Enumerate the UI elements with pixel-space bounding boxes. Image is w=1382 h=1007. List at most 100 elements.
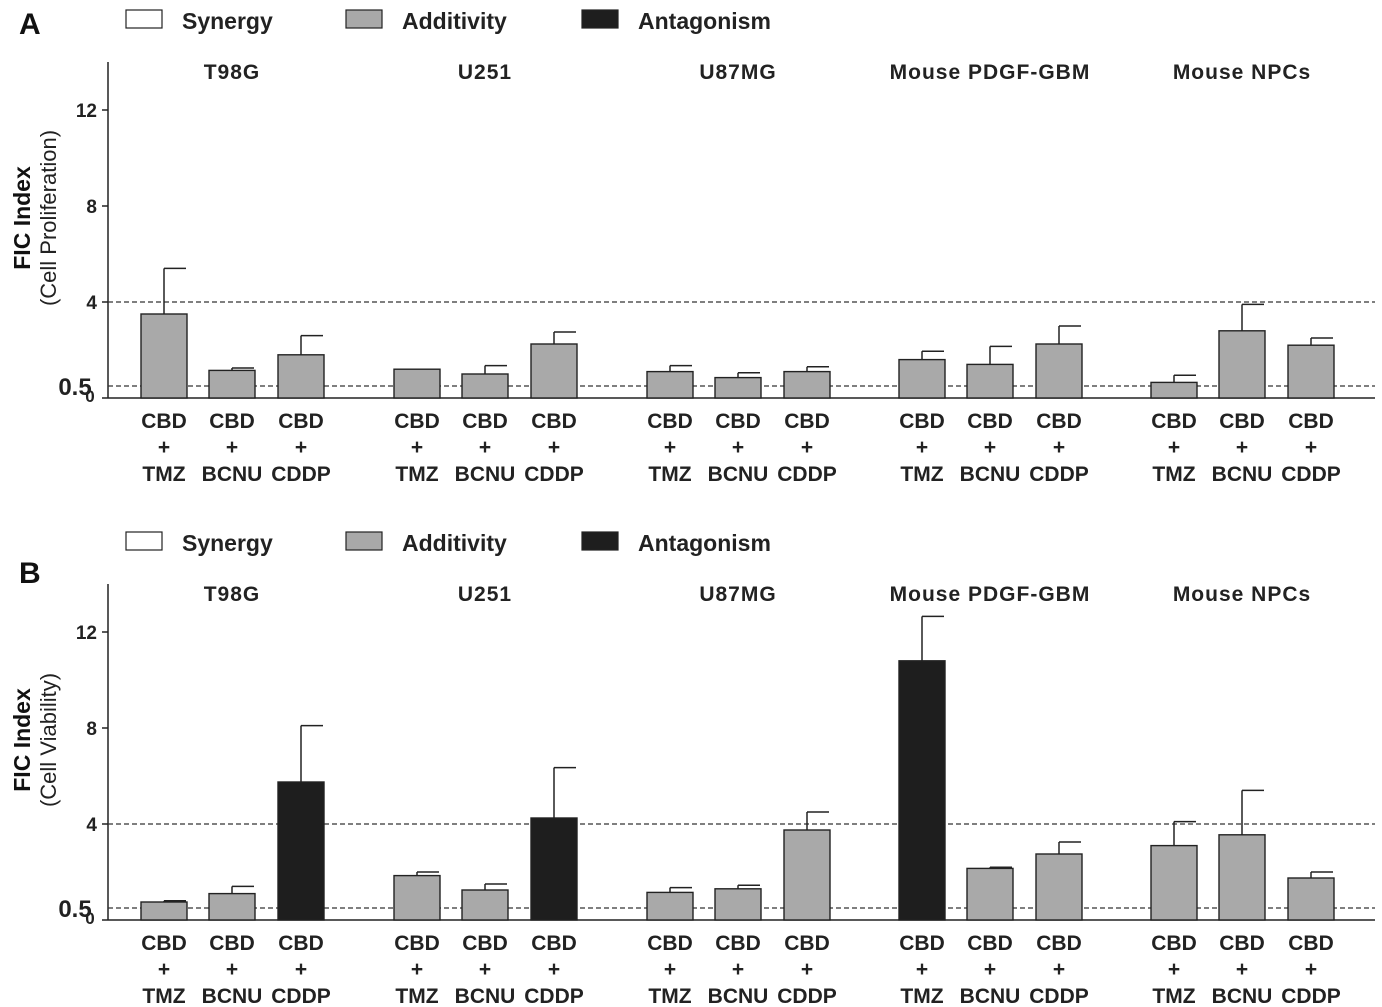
group-u251: U251 CBD + TMZ CBD + BCNU CBD + CDDP [393,61,584,486]
bar [966,363,1014,399]
bar-label: CBD [899,932,945,955]
bar [1287,344,1335,399]
legend-swatch-synergy [125,531,163,551]
bar-label: CBD [784,932,830,955]
bar [461,373,509,399]
bar-label: + [1305,436,1317,459]
bar-label: TMZ [395,985,438,1007]
bar-label: + [479,958,491,981]
bar-label: CBD [647,932,693,955]
bar-label: CBD [1151,410,1197,433]
legend-swatch-additivity [345,9,383,29]
bar-label: + [916,958,928,981]
bar-label: CBD [647,410,693,433]
bar-label: + [732,958,744,981]
legend-swatch-synergy [125,9,163,29]
bar-label: + [226,436,238,459]
y-tick-label: 8 [86,197,97,218]
bar-label: CBD [141,932,187,955]
group-t98g: T98G CBD + TMZ CBD + BCNU CBD + CDDP [140,583,331,1007]
y-tick-label: 8 [86,719,97,740]
legend-swatch-antagonism [581,9,619,29]
bar-label: CDDP [777,463,837,486]
bar-label: BCNU [202,463,263,486]
bar-label: CBD [715,410,761,433]
y-tick-label: 12 [76,623,97,644]
bar-label: TMZ [1152,463,1195,486]
group-label: T98G [204,583,261,606]
bar-label: BCNU [708,463,769,486]
bar-label: CBD [967,932,1013,955]
bar-label: CDDP [777,985,837,1007]
bar-label: TMZ [900,985,943,1007]
group-mouse-npcs: Mouse NPCs CBD + TMZ CBD + BCNU CBD + CDDP [1150,583,1341,1007]
legend-label-additivity: Additivity [402,8,507,34]
legend-label-additivity: Additivity [402,530,507,556]
bar-label: CBD [278,410,324,433]
bar-label: CDDP [1281,463,1341,486]
group-mouse-pdgf-gbm: Mouse PDGF-GBM CBD + TMZ CBD + BCNU CBD + CDDP [890,583,1090,1007]
bar-label: + [1236,436,1248,459]
legend-label-synergy: Synergy [182,530,273,556]
bar-label: + [1305,958,1317,981]
bar-label: CBD [1036,410,1082,433]
bar-label: CDDP [271,463,331,486]
bar [1150,844,1198,921]
bar-label: CBD [899,410,945,433]
legend: Synergy Additivity Antagonism [125,530,771,556]
panel-a: Synergy Additivity Antagonism A 0 4 8 12 0.5 FIC … [9,8,1375,486]
bar-label: CDDP [1029,985,1089,1007]
bar-label: CBD [715,932,761,955]
bar-label: + [295,436,307,459]
bar-label: BCNU [708,985,769,1007]
bar-label: + [158,436,170,459]
bar [783,829,831,921]
bar [1035,343,1083,399]
panel-letter: B [19,557,41,590]
bar-label: TMZ [142,985,185,1007]
bar-label: CBD [209,410,255,433]
y-tick-label: 4 [86,293,97,314]
bar-label: TMZ [900,463,943,486]
bar-label: TMZ [1152,985,1195,1007]
group-label: U251 [458,61,512,84]
panel-letter: A [19,8,41,41]
y-axis-label: FIC Index [9,688,35,792]
bar-label: BCNU [1212,463,1273,486]
reference-tick-label: 0.5 [58,374,91,401]
bar-label: + [548,436,560,459]
bar [783,370,831,399]
legend-label-synergy: Synergy [182,8,273,34]
bar-label: CBD [531,410,577,433]
y-axis-sublabel: (Cell Proliferation) [36,130,61,306]
bar [966,867,1014,921]
group-label: U251 [458,583,512,606]
bar-label: BCNU [960,463,1021,486]
bar-label: TMZ [648,985,691,1007]
bar [646,370,694,399]
bar-label: + [916,436,928,459]
bar-label: + [801,436,813,459]
bar-label: + [295,958,307,981]
legend-swatch-additivity [345,531,383,551]
bar-label: CBD [1151,932,1197,955]
bar-label: BCNU [455,985,516,1007]
group-mouse-npcs: Mouse NPCs CBD + TMZ CBD + BCNU CBD + CDDP [1150,61,1341,486]
bar [1218,330,1266,399]
bar-label: CBD [784,410,830,433]
bar-label: TMZ [142,463,185,486]
bar-label: + [479,436,491,459]
bar-label: + [732,436,744,459]
bar-label: CBD [462,932,508,955]
bar-label: + [984,958,996,981]
bar-label: TMZ [395,463,438,486]
bar-label: CBD [1219,410,1265,433]
bar-label: + [664,958,676,981]
bar [461,889,509,921]
bar-label: + [158,958,170,981]
bar [1287,877,1335,921]
group-mouse-pdgf-gbm: Mouse PDGF-GBM CBD + TMZ CBD + BCNU CBD + CDDP [890,61,1090,486]
group-u87mg: U87MG CBD + TMZ CBD + BCNU CBD + CDDP [646,61,837,486]
bar [393,368,441,399]
bar [898,358,946,399]
